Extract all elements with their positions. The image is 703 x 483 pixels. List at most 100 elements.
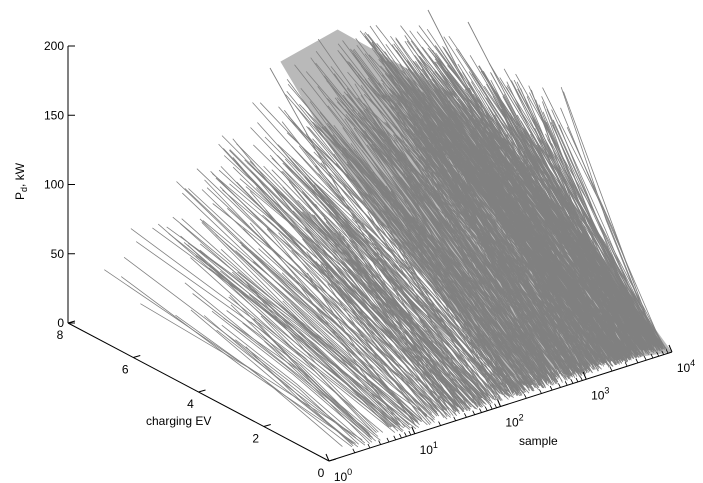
x-minor-tick-mark [408, 430, 412, 436]
data-trace [243, 228, 451, 418]
data-trace [203, 315, 366, 446]
data-trace [220, 249, 419, 424]
data-trace [271, 169, 489, 398]
x-minor-tick-mark [635, 358, 639, 364]
data-trace [315, 261, 437, 414]
x-minor-tick-mark [570, 379, 574, 384]
x-minor-tick-mark [399, 433, 402, 439]
data-trace [204, 179, 440, 417]
data-trace [157, 223, 397, 426]
data-trace [223, 317, 372, 440]
y-tick-mark [133, 355, 141, 358]
data-trace [563, 91, 657, 344]
x-minor-tick-mark [484, 406, 488, 411]
y-tick-label: 2 [252, 432, 259, 446]
data-trace [278, 232, 433, 414]
data-trace [254, 291, 390, 428]
data-trace [190, 257, 392, 427]
data-trace [223, 148, 475, 408]
x-minor-tick-mark [579, 376, 583, 381]
data-trace [232, 138, 472, 408]
data-trace [135, 241, 384, 433]
x-tick-label: 101 [420, 440, 438, 457]
x-minor-tick-mark [665, 349, 669, 354]
z-tick-label: 100 [44, 178, 64, 192]
data-trace [120, 276, 356, 444]
data-trace [251, 172, 479, 408]
data-trace [228, 296, 379, 433]
data-trace [152, 227, 417, 430]
x-minor-tick-mark [650, 353, 654, 359]
data-trace [292, 316, 406, 428]
x-minor-tick-mark [624, 362, 628, 367]
data-trace [140, 303, 353, 448]
x-minor-tick-mark [549, 385, 553, 391]
data-trace [282, 300, 401, 427]
x-minor-tick-mark [404, 432, 407, 437]
x-axis-ticks: 100 101 102 103 104 [325, 344, 695, 483]
data-trace [315, 165, 504, 396]
data-trace [175, 314, 343, 447]
data-trace [288, 181, 479, 408]
data-trace [215, 234, 428, 416]
data-trace [542, 87, 664, 349]
data-trace [196, 168, 449, 413]
data-trace [269, 67, 471, 401]
data-trace [367, 211, 477, 404]
x-tick-label: 100 [334, 467, 352, 483]
data-trace [130, 228, 396, 433]
z-tick-label: 150 [44, 108, 64, 122]
y-tick-mark [67, 320, 76, 324]
data-trace [427, 9, 601, 331]
data-trace [467, 21, 621, 321]
data-trace [181, 218, 434, 421]
data-trace [291, 249, 428, 417]
data-trace [560, 107, 657, 344]
x-minor-tick-mark [453, 416, 457, 421]
data-trace [236, 143, 495, 398]
data-trace [199, 249, 399, 426]
y-tick-label: 4 [187, 397, 194, 411]
data-density-mass [280, 29, 672, 377]
data-trace [183, 242, 420, 428]
data-lines [104, 9, 672, 448]
data-trace [338, 262, 445, 411]
x-minor-tick-mark [489, 404, 493, 410]
z-axis-label-main: P [13, 192, 27, 200]
data-trace [187, 244, 403, 433]
y-tick-mark [198, 389, 206, 393]
z-tick-label: 200 [44, 39, 64, 53]
x-minor-tick-mark [479, 408, 482, 413]
x-minor-tick-mark [609, 366, 613, 372]
x-minor-tick-mark [575, 377, 579, 383]
data-trace [237, 271, 416, 426]
x-minor-tick-mark [656, 352, 660, 357]
data-trace [220, 166, 463, 411]
z-tick-label: 50 [51, 247, 65, 261]
x-minor-tick-mark [378, 440, 381, 445]
data-trace [226, 310, 371, 436]
x-tick-mark [668, 344, 673, 353]
x-minor-tick-mark [386, 437, 390, 443]
data-trace [269, 154, 498, 396]
data-trace [342, 249, 457, 417]
data-trace [371, 41, 541, 361]
data-trace [305, 274, 432, 424]
x-minor-tick-mark [558, 383, 561, 388]
x-minor-tick-mark [643, 356, 647, 361]
z-axis-label-subscript: d [19, 187, 29, 192]
x-minor-tick-mark [564, 381, 568, 386]
x-tick-label: 103 [591, 385, 609, 402]
x-minor-tick-mark [661, 350, 665, 355]
data-trace [560, 86, 657, 344]
data-trace [277, 144, 522, 394]
y-tick-label: 8 [57, 328, 64, 342]
x-minor-tick-mark [393, 435, 397, 440]
data-trace [396, 238, 503, 401]
data-trace [328, 203, 501, 395]
y-axis-ticks: 0 2 4 6 8 [57, 320, 337, 480]
data-trace [327, 272, 442, 414]
data-trace [199, 218, 422, 423]
data-trace [239, 241, 416, 420]
